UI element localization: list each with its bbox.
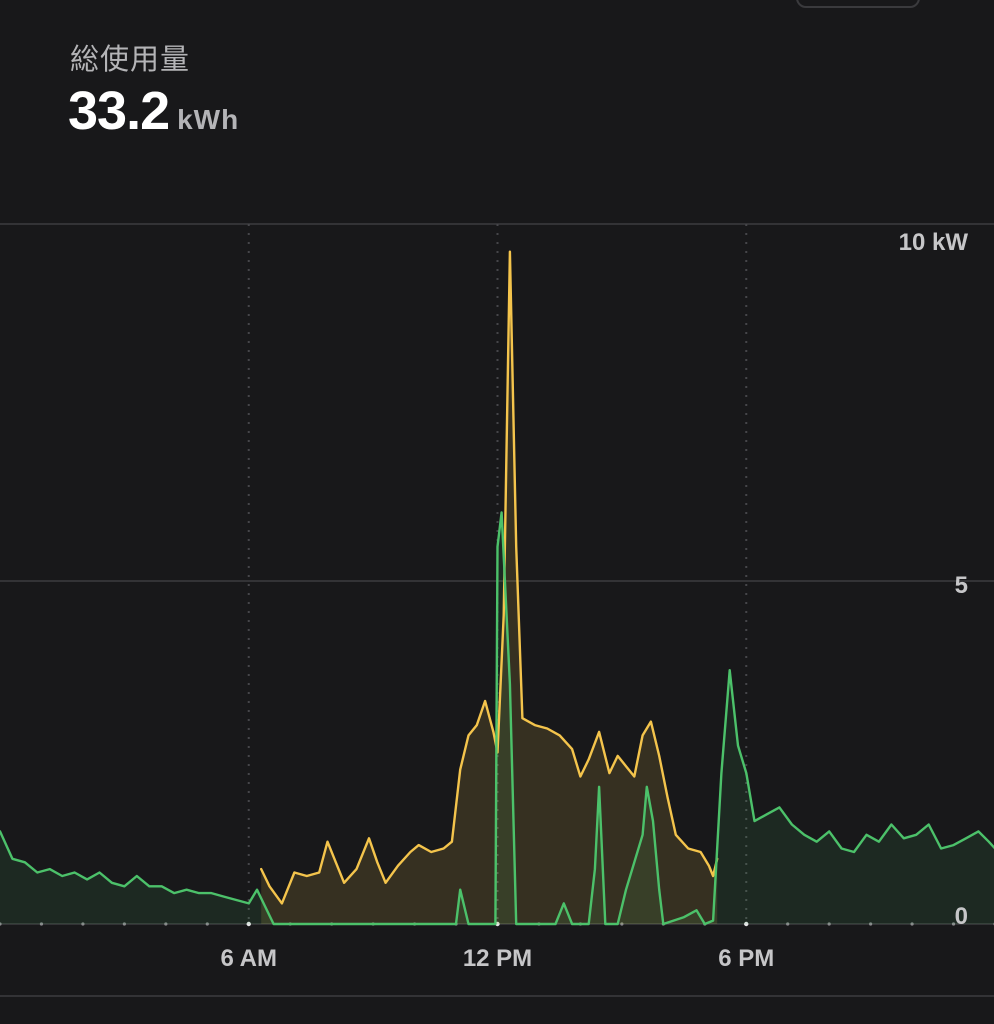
y-tick-label: 0 bbox=[955, 903, 968, 930]
hour-tick-dot bbox=[0, 922, 2, 926]
hour-tick-dot bbox=[910, 922, 914, 926]
label-layer: 0 5 10 kW 6 AM 12 PM 6 PM bbox=[221, 229, 969, 972]
series-0-area bbox=[261, 251, 718, 924]
total-usage-unit: kWh bbox=[177, 104, 240, 135]
x-tick-label: 12 PM bbox=[463, 945, 532, 972]
hour-tick-dot bbox=[246, 921, 251, 927]
hour-tick-dot bbox=[786, 922, 790, 926]
hour-tick-dot bbox=[869, 922, 873, 926]
hour-tick-dot bbox=[744, 921, 749, 927]
hour-tick-dot bbox=[122, 922, 126, 926]
total-usage-value: 33.2 bbox=[68, 81, 170, 141]
hour-tick-dot bbox=[205, 922, 209, 926]
total-usage-value-row: 33.2 kWh bbox=[68, 80, 239, 142]
hour-tick-dot bbox=[620, 922, 624, 926]
total-usage-label: 総使用量 bbox=[70, 44, 191, 76]
y-tick-label: 10 kW bbox=[899, 229, 969, 256]
x-tick-label: 6 AM bbox=[221, 945, 277, 972]
x-tick-label: 6 PM bbox=[718, 945, 774, 972]
series-layer bbox=[0, 250, 994, 926]
hour-tick-dot bbox=[81, 922, 85, 926]
hour-tick-dot bbox=[39, 922, 44, 926]
y-tick-label: 5 bbox=[955, 572, 968, 599]
hour-tick-dot bbox=[164, 922, 168, 926]
hour-tick-dot bbox=[951, 922, 956, 926]
series-0-line bbox=[260, 250, 719, 905]
series-1-line bbox=[0, 511, 994, 926]
hour-tick-dot bbox=[827, 922, 831, 926]
